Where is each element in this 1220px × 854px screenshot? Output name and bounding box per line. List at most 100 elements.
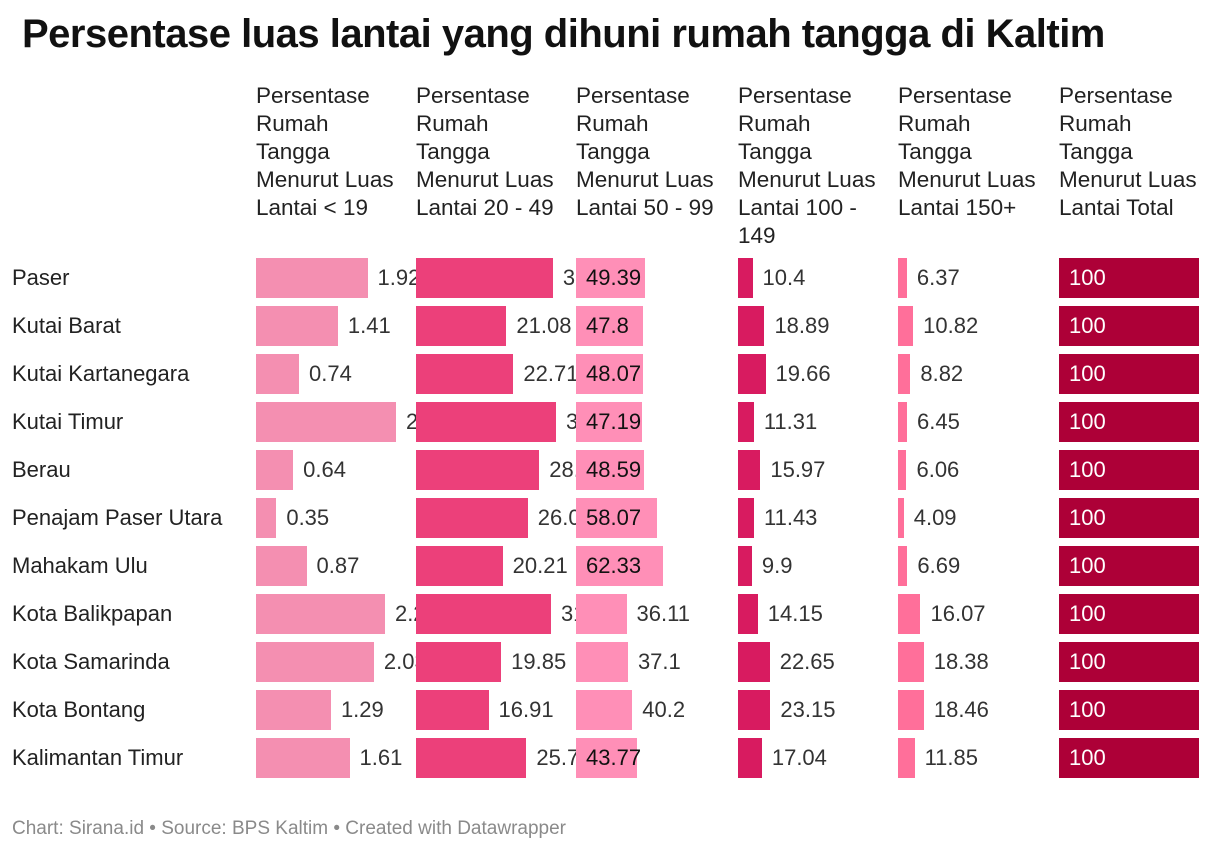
table-cell: 2.03	[256, 642, 427, 682]
value-label: 49.39	[586, 265, 642, 290]
bar-c100_149	[738, 306, 765, 346]
bar-c100_149	[738, 642, 770, 682]
table-cell: 11.31	[738, 402, 893, 442]
bar-c100_149	[738, 354, 766, 394]
table-cell: 28.74	[416, 450, 604, 490]
bar-total	[1059, 258, 1199, 298]
table-cell: 36.11	[576, 594, 731, 634]
table-cell: 14.15	[738, 594, 893, 634]
row-label: Kalimantan Timur	[12, 745, 184, 770]
row-label: Kutai Timur	[12, 409, 124, 434]
table-cell: 10.82	[898, 306, 1053, 346]
bar-total	[1059, 546, 1199, 586]
bar-c20_49	[416, 738, 527, 778]
value-label: 100	[1069, 361, 1106, 386]
value-label: 14.15	[767, 601, 823, 626]
table-cell: 11.43	[738, 498, 893, 538]
table-cell: 19.85	[416, 642, 571, 682]
bar-lt19	[256, 546, 307, 586]
value-label: 0.64	[303, 457, 346, 482]
bar-c20_49	[416, 498, 528, 538]
bar-total	[1059, 450, 1199, 490]
bar-total	[1059, 402, 1199, 442]
table-cell: 62.33	[576, 546, 731, 586]
column-header-c20_49: Persentase Rumah Tangga Menurut Luas Lan…	[416, 83, 554, 220]
table-cell: 2.22	[256, 594, 438, 634]
table-cell: 100	[1059, 546, 1214, 586]
bar-c20_49	[416, 258, 553, 298]
bar-c50_99	[576, 690, 633, 730]
bar-c100_149	[738, 498, 754, 538]
table-cell: 0.64	[256, 450, 411, 490]
bar-total	[1059, 498, 1199, 538]
bar-c50_99	[576, 594, 627, 634]
value-label: 100	[1069, 745, 1106, 770]
value-label: 1.41	[347, 313, 391, 338]
value-label: 100	[1069, 697, 1106, 722]
table-cell: 26.06	[416, 498, 593, 538]
value-label: 10.4	[762, 265, 806, 290]
value-label: 11.31	[763, 409, 818, 434]
value-label: 18.89	[774, 313, 830, 338]
bar-total	[1059, 594, 1199, 634]
table-cell: 100	[1059, 402, 1214, 442]
bar-c20_49	[416, 402, 556, 442]
table-cell: 19.66	[738, 354, 893, 394]
bar-c20_49	[416, 642, 502, 682]
bar-c150plus	[898, 546, 908, 586]
table-cell: 40.2	[576, 690, 731, 730]
bar-lt19	[256, 498, 277, 538]
bar-total	[1059, 738, 1199, 778]
row-label: Kutai Barat	[12, 313, 121, 338]
bar-total	[1059, 306, 1199, 346]
value-label: 1.92	[377, 265, 421, 290]
value-label: 22.65	[779, 649, 835, 674]
value-label: 6.37	[916, 265, 960, 290]
table-cell: 6.45	[898, 402, 1053, 442]
bar-c100_149	[738, 402, 754, 442]
table-cell: 21.08	[416, 306, 571, 346]
table-cell: 100	[1059, 738, 1214, 778]
table-cell: 22.65	[738, 642, 893, 682]
table-cell: 2.41	[256, 402, 449, 442]
value-label: 16.07	[930, 601, 986, 626]
table-cell: 100	[1059, 642, 1214, 682]
bar-total	[1059, 690, 1199, 730]
bar-c100_149	[738, 594, 758, 634]
table-cell: 58.07	[576, 498, 731, 538]
bar-lt19	[256, 738, 350, 778]
table-cell: 15.97	[738, 450, 893, 490]
bar-c150plus	[898, 258, 907, 298]
chart-footer: Chart: Sirana.id • Source: BPS Kaltim • …	[12, 818, 566, 839]
table-cell: 6.69	[898, 546, 1053, 586]
value-label: 9.9	[761, 553, 793, 578]
bar-c100_149	[738, 450, 761, 490]
bar-c50_99	[576, 546, 664, 586]
bar-c50_99	[576, 450, 645, 490]
value-label: 8.82	[920, 361, 964, 386]
table-cell: 6.37	[898, 258, 1053, 298]
value-label: 11.85	[924, 745, 978, 770]
bar-c20_49	[416, 546, 503, 586]
value-label: 0.35	[286, 505, 330, 530]
table-cell: 16.07	[898, 594, 1053, 634]
value-label: 23.15	[780, 697, 836, 722]
value-label: 100	[1069, 265, 1106, 290]
value-label: 47.19	[586, 409, 642, 434]
value-label: 37.1	[637, 649, 681, 674]
value-label: 100	[1069, 601, 1106, 626]
table-cell: 49.39	[576, 258, 731, 298]
bar-lt19	[256, 258, 368, 298]
bar-c150plus	[898, 642, 924, 682]
chart-title: Persentase luas lantai yang dihuni rumah…	[22, 12, 1105, 56]
bar-lt19	[256, 450, 294, 490]
value-label: 18.46	[933, 697, 989, 722]
bar-c150plus	[898, 450, 907, 490]
bar-total	[1059, 354, 1199, 394]
bar-c50_99	[576, 642, 628, 682]
bar-c150plus	[898, 402, 908, 442]
bar-c150plus	[898, 738, 915, 778]
table-cell: 22.71	[416, 354, 578, 394]
column-header-c100_149: Persentase Rumah Tangga Menurut Luas Lan…	[738, 83, 876, 248]
bar-total	[1059, 642, 1199, 682]
